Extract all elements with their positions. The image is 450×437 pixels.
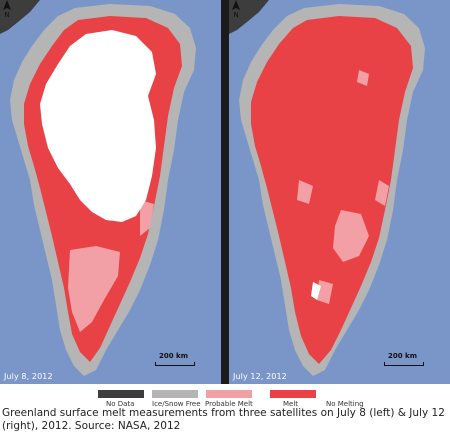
map-july-8: July 8, 2012 200 km N	[0, 0, 221, 384]
melt-area	[251, 16, 413, 364]
probable-melt-patch	[357, 70, 369, 86]
legend-label-ice-free: Ice/Snow Free	[152, 400, 201, 408]
map-date-label: July 12, 2012	[233, 372, 287, 381]
greenland-map-left	[0, 0, 196, 376]
probable-melt-area	[68, 246, 120, 332]
scale-label: 200 km	[159, 352, 188, 360]
map-date-label: July 8, 2012	[4, 372, 53, 381]
probable-melt-area	[333, 210, 369, 262]
map-panels: July 8, 2012 200 km N July 12, 2012 200 …	[0, 0, 450, 384]
legend-label-melt: Melt	[283, 400, 299, 408]
no-melting-patch	[311, 282, 321, 300]
probable-melt-patch	[375, 180, 389, 206]
legend-swatch-melt	[270, 390, 316, 398]
legend-label-probable-melt: Probable Melt	[205, 400, 253, 408]
no-melting-area	[40, 30, 156, 222]
legend-swatch-probable-melt	[206, 390, 252, 398]
greenland-map-right	[229, 0, 425, 376]
north-arrow-icon: N	[3, 0, 11, 18]
scale-bar-line	[384, 362, 424, 366]
north-label: N	[233, 11, 238, 18]
north-label: N	[4, 11, 9, 18]
scale-bar: 200 km	[155, 352, 195, 368]
north-arrow-icon: N	[232, 0, 240, 18]
scale-bar: 200 km	[384, 352, 424, 368]
legend-swatch-no-data	[98, 390, 144, 398]
scale-label: 200 km	[388, 352, 417, 360]
map-legend: No Data Ice/Snow Free Probable Melt Melt…	[0, 386, 450, 408]
probable-melt-patch	[297, 180, 313, 204]
probable-melt-patch	[140, 200, 154, 236]
legend-label-no-melting: No Melting	[326, 400, 364, 408]
map-july-12: July 12, 2012 200 km N	[229, 0, 450, 384]
legend-swatch-ice-free	[152, 390, 198, 398]
legend-label-no-data: No Data	[106, 400, 135, 408]
figure-caption: Greenland surface melt measurements from…	[2, 407, 445, 432]
scale-bar-line	[155, 362, 195, 366]
